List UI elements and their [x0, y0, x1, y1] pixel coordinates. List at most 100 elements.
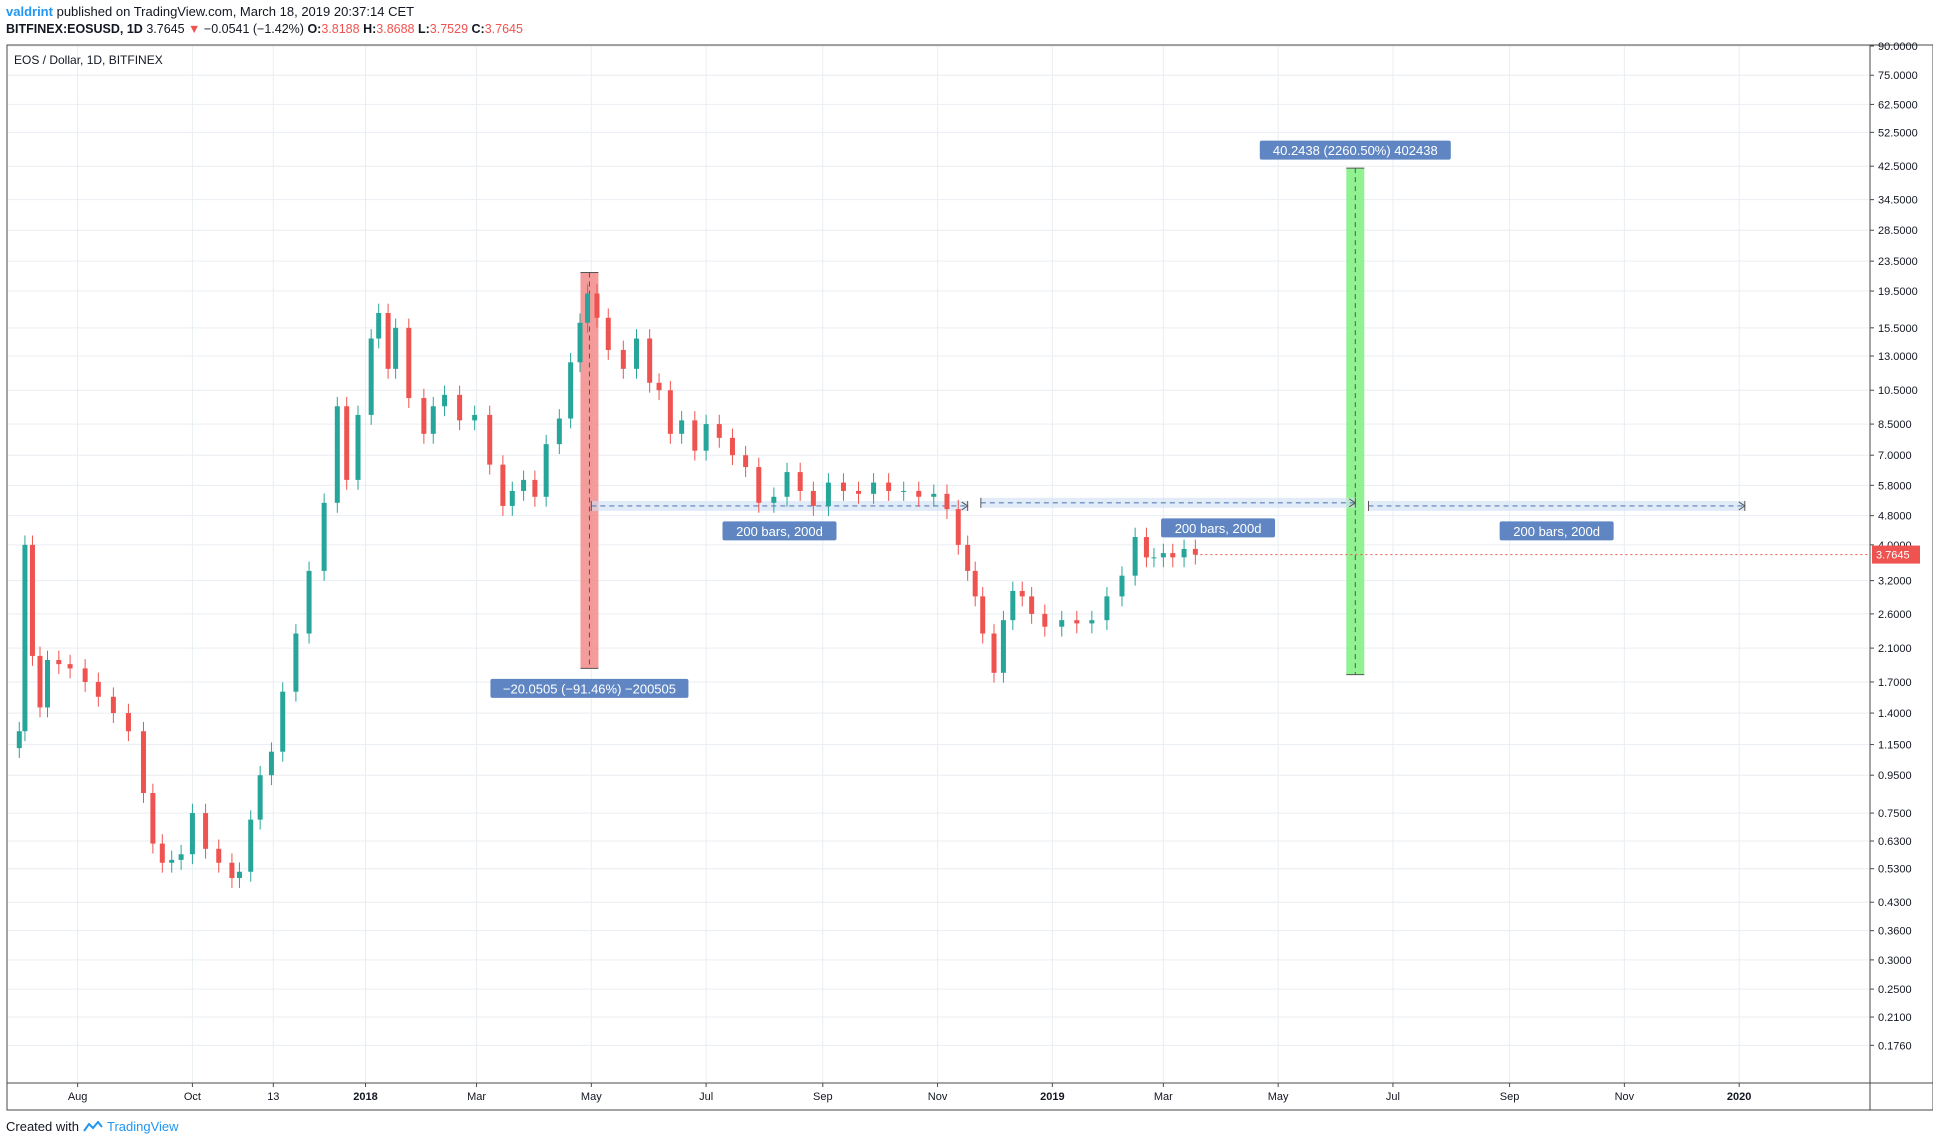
chart-grid [8, 45, 1869, 1082]
candle-up [189, 813, 195, 855]
candle-up [568, 362, 574, 419]
y-tick-label: 19.5000 [1878, 286, 1918, 298]
x-tick-label: 13 [267, 1091, 279, 1103]
label-box [1161, 518, 1276, 538]
label-text: 200 bars, 200d [736, 524, 823, 539]
x-tick-label: Nov [928, 1091, 948, 1103]
candle-up [45, 659, 51, 708]
y-tick-label: 42.5000 [1878, 161, 1918, 173]
down-arrow-icon: ▼ [188, 22, 201, 36]
candle-down [991, 633, 997, 673]
candle-down [916, 490, 922, 497]
candle-up [393, 327, 399, 369]
candle-up [543, 444, 549, 497]
y-tick-label: 0.7500 [1878, 808, 1912, 820]
candle-down [457, 394, 463, 421]
candle-up [509, 490, 515, 506]
y-tick-label: 0.6300 [1878, 836, 1912, 848]
time-axis[interactable]: Aug Oct 13 2018 Mar May Jul Sep Nov 2019 Mar May Jul… [68, 1083, 1752, 1103]
candle-up [1160, 553, 1166, 558]
candle-down [810, 490, 816, 506]
candle-down [37, 655, 43, 708]
candle-up [178, 854, 184, 860]
candle-down [67, 664, 73, 669]
candle-down [1143, 537, 1149, 558]
candle-down [594, 293, 600, 318]
candle-up [1059, 620, 1065, 627]
candle-down [385, 313, 391, 369]
y-tick-label: 5.8000 [1878, 480, 1912, 492]
x-tick-label: Jul [699, 1091, 713, 1103]
candle-down [29, 544, 35, 656]
x-tick-label: Aug [68, 1091, 88, 1103]
candle-down [140, 731, 146, 794]
change-value: −0.0541 (−1.42%) [203, 22, 304, 36]
candle-up [248, 819, 254, 872]
x-tick-label: Nov [1615, 1091, 1635, 1103]
candle-up [771, 496, 777, 503]
candle-down [229, 862, 235, 879]
candle-up [293, 633, 299, 692]
y-tick-label: 28.5000 [1878, 225, 1918, 237]
label-box [490, 678, 689, 698]
y-tick-label: 34.5000 [1878, 195, 1918, 207]
candle-up [22, 544, 28, 732]
measurement-ranges[interactable] [580, 167, 1746, 676]
y-tick-label: 15.5000 [1878, 323, 1918, 335]
candle-down [620, 349, 626, 369]
y-tick-label: 0.5300 [1878, 864, 1912, 876]
x-tick-label: May [1268, 1091, 1289, 1103]
candle-down [344, 406, 350, 480]
candle-up [1089, 620, 1095, 624]
symbol-label: BITFINEX:EOSUSD, 1D [6, 22, 143, 36]
candle-up [472, 414, 478, 421]
label-box [1259, 140, 1451, 160]
high-label: H: [363, 22, 377, 36]
high-value: 3.8688 [376, 22, 415, 36]
candle-down [692, 420, 698, 451]
price-axis[interactable]: 90.0000 75.0000 62.5000 52.5000 42.5000 34.50… [1195, 41, 1920, 1052]
candle-up [585, 293, 591, 323]
candle-up [556, 418, 562, 445]
candle-down [729, 437, 735, 456]
candle-down [406, 327, 412, 399]
label-text: 200 bars, 200d [1175, 521, 1262, 536]
y-tick-label: 1.7000 [1878, 677, 1912, 689]
y-tick-label: 7.0000 [1878, 450, 1912, 462]
date-range-label: 200 bars, 200d [1499, 521, 1614, 541]
tradingview-brand[interactable]: TradingView [106, 1119, 179, 1134]
candle-up [1151, 557, 1157, 559]
candle-down [743, 455, 749, 468]
candle-down [125, 713, 131, 732]
candle-up [1104, 596, 1110, 621]
x-tick-label: 2019 [1040, 1091, 1064, 1103]
label-box [1499, 521, 1614, 541]
low-value: 3.7529 [429, 22, 469, 36]
candle-down [965, 544, 971, 571]
price-series [16, 284, 1198, 888]
x-tick-label: Oct [184, 1091, 201, 1103]
candle-up [334, 406, 340, 503]
y-tick-label: 1.1500 [1878, 740, 1912, 752]
measurement-labels: −20.0505 (−91.46%) −200505 40.2438 (2260.… [490, 140, 1614, 698]
candle-down [716, 424, 722, 438]
created-with-text: Created with [6, 1119, 79, 1134]
author-link[interactable]: valdrint [6, 4, 53, 19]
last-price: 3.7645 [146, 22, 185, 36]
candle-up [577, 322, 583, 363]
y-tick-label: 62.5000 [1878, 99, 1918, 111]
candle-up [521, 479, 527, 491]
candle-up [931, 493, 937, 497]
x-tick-label: Sep [1500, 1091, 1520, 1103]
open-label: O: [307, 22, 322, 36]
candle-down [856, 490, 862, 494]
y-tick-label: 75.0000 [1878, 70, 1918, 82]
candle-down [944, 493, 950, 510]
chart-frame [6, 44, 1933, 1111]
candle-down [500, 464, 506, 506]
y-tick-label: 13.0000 [1878, 351, 1918, 363]
candle-up [321, 502, 327, 571]
candle-down [1074, 620, 1080, 624]
candle-down [647, 338, 653, 383]
